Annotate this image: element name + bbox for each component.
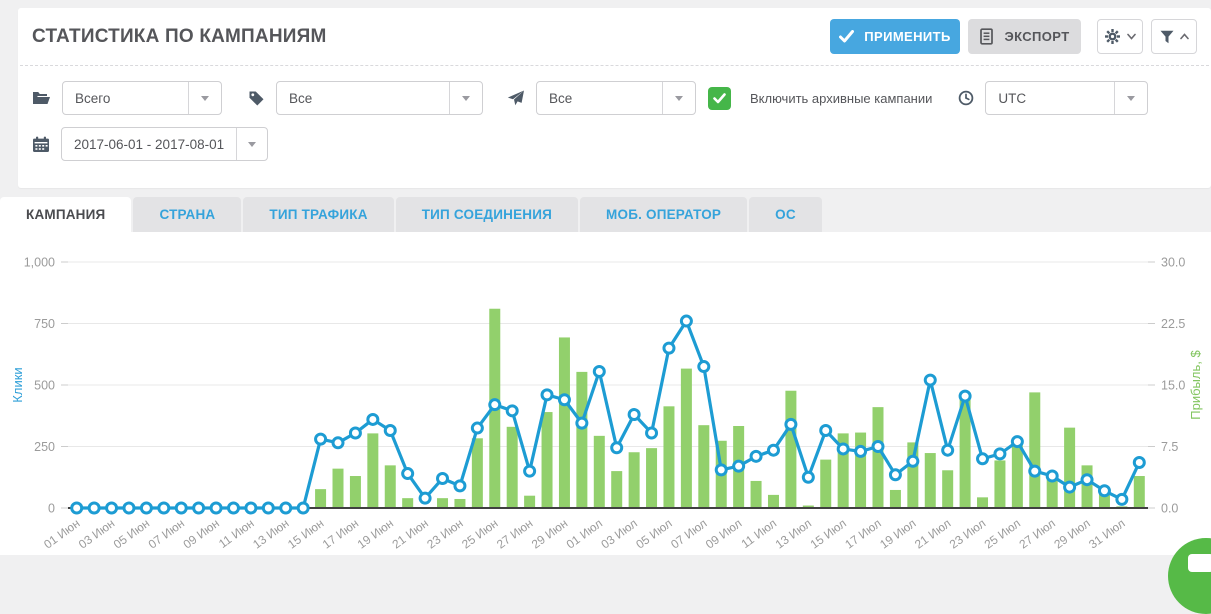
svg-text:250: 250 bbox=[34, 440, 55, 454]
svg-text:25 Июл: 25 Июл bbox=[982, 516, 1023, 551]
include-archived-checkbox[interactable] bbox=[708, 86, 731, 110]
tags-value: Все bbox=[289, 90, 313, 106]
calendar-icon bbox=[32, 136, 50, 153]
svg-text:15 Июн: 15 Июн bbox=[285, 516, 326, 551]
apply-button-label: ПРИМЕНИТЬ bbox=[864, 29, 951, 44]
svg-text:15.0: 15.0 bbox=[1161, 379, 1185, 393]
report-tabs: КАМПАНИЯ СТРАНА ТИП ТРАФИКА ТИП СОЕДИНЕНИЯ М… bbox=[0, 197, 1211, 232]
svg-text:17 Июн: 17 Июн bbox=[320, 516, 361, 551]
svg-text:13 Июл: 13 Июл bbox=[773, 516, 814, 551]
export-button-label: ЭКСПОРТ bbox=[1004, 29, 1070, 44]
svg-text:11 Июл: 11 Июл bbox=[739, 516, 780, 551]
svg-text:05 Июл: 05 Июл bbox=[633, 516, 674, 551]
svg-text:29 Июн: 29 Июн bbox=[529, 516, 570, 551]
tag-icon bbox=[248, 90, 265, 107]
date-range-select[interactable]: 2017-06-01 - 2017-08-01 bbox=[61, 127, 268, 161]
timezone-select[interactable]: UTC bbox=[985, 81, 1149, 115]
document-icon bbox=[979, 28, 994, 45]
filter-row-1: Всего Все Все Включить архивные кампании bbox=[18, 81, 1211, 115]
svg-text:19 Июн: 19 Июн bbox=[355, 516, 396, 551]
svg-text:09 Июл: 09 Июл bbox=[703, 516, 744, 551]
funnel-icon bbox=[1160, 30, 1174, 44]
page-title: СТАТИСТИКА ПО КАМПАНИЯМ bbox=[32, 25, 327, 47]
chevron-up-icon bbox=[1179, 33, 1189, 40]
date-range-caret bbox=[236, 128, 267, 160]
svg-text:750: 750 bbox=[34, 317, 55, 331]
svg-text:0: 0 bbox=[48, 502, 55, 516]
chat-bubble-icon bbox=[1188, 554, 1211, 572]
tags-select[interactable]: Все bbox=[276, 81, 483, 115]
traffic-source-caret bbox=[662, 82, 695, 114]
svg-text:7.5: 7.5 bbox=[1161, 440, 1178, 454]
apply-button[interactable]: ПРИМЕНИТЬ bbox=[830, 19, 960, 54]
traffic-source-select[interactable]: Все bbox=[536, 81, 696, 115]
chart-panel: 0 0.0 250 7.5 500 15.0 750 22.5 1,000 30.0 Клики Пр… bbox=[0, 232, 1211, 555]
svg-text:01 Июн: 01 Июн bbox=[41, 516, 82, 551]
campaign-group-value: Всего bbox=[75, 90, 111, 106]
svg-text:500: 500 bbox=[34, 379, 55, 393]
timezone-value: UTC bbox=[998, 90, 1027, 106]
svg-text:01 Июл: 01 Июл bbox=[564, 516, 605, 551]
tab-mobile-operator[interactable]: МОБ. ОПЕРАТОР bbox=[580, 197, 748, 232]
export-button[interactable]: ЭКСПОРТ bbox=[968, 19, 1081, 54]
tags-caret bbox=[449, 82, 482, 114]
settings-button[interactable] bbox=[1097, 19, 1143, 54]
timezone-caret bbox=[1114, 82, 1147, 114]
statistics-chart: 0 0.0 250 7.5 500 15.0 750 22.5 1,000 30.0 Клики Пр… bbox=[10, 256, 1203, 552]
svg-text:29 Июл: 29 Июл bbox=[1051, 516, 1092, 551]
campaign-group-caret bbox=[188, 82, 221, 114]
header-actions: ПРИМЕНИТЬ ЭКСПОРТ bbox=[830, 19, 1199, 54]
svg-text:15 Июл: 15 Июл bbox=[807, 516, 848, 551]
divider bbox=[20, 65, 1209, 66]
svg-text:21 Июн: 21 Июн bbox=[390, 516, 431, 551]
svg-text:11 Июн: 11 Июн bbox=[216, 516, 257, 551]
filter-row-2: 2017-06-01 - 2017-08-01 bbox=[18, 127, 1211, 161]
chevron-down-icon bbox=[1127, 33, 1136, 40]
checkbox-checked bbox=[708, 86, 731, 110]
svg-text:17 Июл: 17 Июл bbox=[842, 516, 883, 551]
svg-text:07 Июл: 07 Июл bbox=[668, 516, 709, 551]
filter-toggle-button[interactable] bbox=[1151, 19, 1197, 54]
svg-text:0.0: 0.0 bbox=[1161, 502, 1178, 516]
svg-text:07 Июн: 07 Июн bbox=[146, 516, 187, 551]
svg-text:03 Июн: 03 Июн bbox=[76, 516, 117, 551]
svg-text:Клики: Клики bbox=[10, 367, 25, 402]
svg-text:19 Июл: 19 Июл bbox=[877, 516, 918, 551]
tab-os[interactable]: ОС bbox=[749, 197, 822, 232]
svg-text:30.0: 30.0 bbox=[1161, 256, 1185, 270]
filters-panel: СТАТИСТИКА ПО КАМПАНИЯМ ПРИМЕНИТЬ ЭКСПОР… bbox=[18, 8, 1211, 188]
svg-text:27 Июн: 27 Июн bbox=[494, 516, 535, 551]
title-row: СТАТИСТИКА ПО КАМПАНИЯМ ПРИМЕНИТЬ ЭКСПОР… bbox=[18, 8, 1211, 65]
svg-text:25 Июн: 25 Июн bbox=[459, 516, 500, 551]
svg-text:09 Июн: 09 Июн bbox=[180, 516, 221, 551]
clock-icon bbox=[958, 90, 974, 106]
svg-text:23 Июн: 23 Июн bbox=[424, 516, 465, 551]
svg-text:23 Июл: 23 Июл bbox=[947, 516, 988, 551]
svg-text:1,000: 1,000 bbox=[24, 256, 55, 270]
folder-icon bbox=[32, 91, 51, 106]
svg-text:13 Июн: 13 Июн bbox=[250, 516, 291, 551]
date-range-value: 2017-06-01 - 2017-08-01 bbox=[74, 136, 225, 152]
tab-traffic-type[interactable]: ТИП ТРАФИКА bbox=[243, 197, 394, 232]
tab-connection-type[interactable]: ТИП СОЕДИНЕНИЯ bbox=[395, 197, 579, 232]
tab-campaign[interactable]: КАМПАНИЯ bbox=[0, 197, 132, 232]
include-archived-label[interactable]: Включить архивные кампании bbox=[750, 90, 933, 106]
svg-text:03 Июл: 03 Июл bbox=[598, 516, 639, 551]
svg-text:Прибыль, $: Прибыль, $ bbox=[1188, 350, 1203, 420]
check-icon bbox=[839, 30, 855, 43]
campaign-group-select[interactable]: Всего bbox=[62, 81, 222, 115]
svg-text:31 Июл: 31 Июл bbox=[1086, 516, 1127, 551]
svg-text:22.5: 22.5 bbox=[1161, 317, 1185, 331]
svg-text:05 Июн: 05 Июн bbox=[111, 516, 152, 551]
paper-plane-icon bbox=[507, 90, 525, 106]
tab-country[interactable]: СТРАНА bbox=[133, 197, 242, 232]
traffic-source-value: Все bbox=[549, 90, 573, 106]
svg-text:21 Июл: 21 Июл bbox=[912, 516, 953, 551]
svg-text:27 Июл: 27 Июл bbox=[1017, 516, 1058, 551]
gear-icon bbox=[1104, 28, 1121, 45]
